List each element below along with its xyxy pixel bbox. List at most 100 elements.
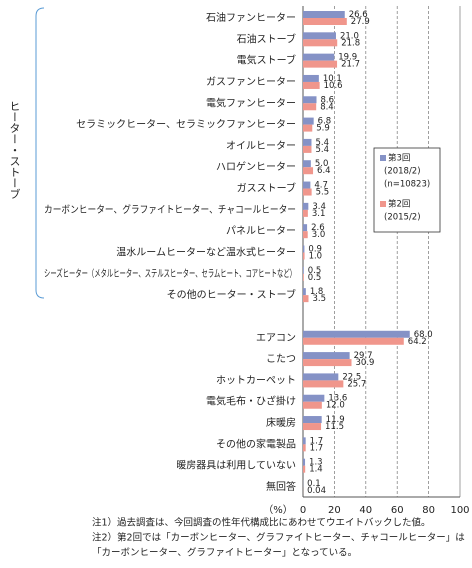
bar bbox=[303, 245, 305, 253]
bar bbox=[303, 266, 304, 274]
value-label: 0.5 bbox=[308, 266, 322, 276]
bar bbox=[303, 96, 317, 104]
x-tick-label: 80 bbox=[422, 505, 435, 516]
bar bbox=[303, 295, 309, 303]
bar bbox=[303, 444, 306, 452]
value-label: 1.7 bbox=[310, 436, 324, 446]
category-label: ホットカーペット bbox=[216, 374, 296, 386]
value-label: 30.9 bbox=[356, 358, 375, 368]
value-label: 3.4 bbox=[312, 202, 326, 212]
category-label: その他のヒーター・ストーブ bbox=[167, 288, 296, 301]
group-bracket bbox=[35, 7, 45, 299]
category-label: ガスファンヒーター bbox=[206, 76, 296, 88]
bar bbox=[303, 60, 338, 68]
bar bbox=[303, 330, 410, 338]
bar bbox=[303, 252, 305, 260]
value-label: 3.0 bbox=[312, 230, 326, 240]
category-label: 電気ファンヒーター bbox=[206, 96, 296, 109]
bar bbox=[303, 53, 335, 61]
category-label: 暖房器具は利用していない bbox=[176, 459, 296, 472]
x-tick-label: 40 bbox=[359, 505, 372, 516]
value-label: 5.5 bbox=[316, 188, 330, 198]
value-label: 11.9 bbox=[326, 415, 345, 425]
value-label: 1.7 bbox=[310, 443, 324, 453]
bar bbox=[303, 117, 314, 125]
value-label: 64.2 bbox=[408, 337, 427, 347]
value-label: 0.04 bbox=[307, 486, 326, 496]
legend-label: (2018/2) bbox=[384, 167, 421, 177]
bar bbox=[303, 124, 313, 132]
value-label: 6.4 bbox=[317, 166, 331, 176]
legend-box bbox=[373, 147, 441, 233]
bar bbox=[303, 39, 338, 47]
legend-label: (n=10823) bbox=[384, 180, 430, 190]
bar bbox=[303, 458, 306, 466]
bar bbox=[303, 416, 322, 424]
bar bbox=[303, 337, 404, 345]
bar bbox=[303, 167, 314, 175]
group-label: ヒーター・ストーブ bbox=[8, 100, 21, 199]
value-label: 29.7 bbox=[354, 351, 373, 361]
legend-label: 第3回 bbox=[388, 153, 410, 164]
value-label: 0.9 bbox=[308, 245, 322, 255]
legend-swatch bbox=[380, 201, 386, 207]
bar bbox=[303, 380, 344, 388]
note: 「カーボンヒーター、グラファイトヒーター」となっている。 bbox=[92, 547, 357, 559]
bar bbox=[303, 394, 325, 402]
category-label: 石油ストーブ bbox=[237, 32, 296, 45]
bar bbox=[303, 209, 308, 217]
value-label: 19.9 bbox=[338, 53, 357, 63]
bar bbox=[303, 103, 317, 111]
category-label: カーボンヒーター、グラファイトヒーター、チャコールヒーター bbox=[44, 203, 296, 216]
bar bbox=[303, 352, 350, 360]
legend-swatch bbox=[380, 155, 386, 161]
category-label: 無回答 bbox=[266, 480, 296, 493]
note: 注1）過去調査は、今回調査の性年代構成比にあわせてウエイトバックした値。 bbox=[92, 517, 431, 529]
category-label: 電気ストーブ bbox=[237, 54, 296, 67]
category-label: オイルヒーター bbox=[226, 140, 296, 152]
bar bbox=[303, 18, 347, 25]
bar bbox=[303, 74, 319, 82]
value-label: 4.7 bbox=[314, 181, 328, 191]
value-label: 0.1 bbox=[307, 479, 321, 489]
value-label: 1.0 bbox=[309, 252, 323, 262]
category-label: ハロゲンヒーター bbox=[216, 161, 296, 173]
category-label: ガスストーブ bbox=[237, 182, 296, 195]
x-tick-label: 100 bbox=[450, 505, 469, 516]
value-label: 10.6 bbox=[324, 81, 343, 91]
category-label: 床暖房 bbox=[266, 416, 296, 429]
value-label: 1.4 bbox=[309, 465, 323, 475]
bar bbox=[303, 437, 306, 445]
bar bbox=[303, 465, 306, 473]
value-label: 22.5 bbox=[342, 372, 361, 382]
value-label: 5.0 bbox=[315, 159, 329, 169]
bar bbox=[303, 401, 322, 409]
bar bbox=[303, 359, 352, 367]
bar bbox=[303, 423, 322, 431]
value-label: 3.5 bbox=[312, 294, 326, 304]
x-tick-label: 0 bbox=[300, 505, 306, 516]
x-tick-label: 60 bbox=[391, 505, 404, 516]
category-label: シーズヒーター（メタルヒーター、ステルスヒーター、セラムヒート、コアヒートなど） bbox=[44, 267, 296, 280]
value-label: 1.8 bbox=[310, 287, 324, 297]
note: 注2）第2回では「カーボンヒーター、グラファイトヒーター、チャコールヒーター」は bbox=[92, 532, 465, 544]
value-label: 5.4 bbox=[315, 138, 329, 148]
category-label: エアコン bbox=[256, 333, 296, 344]
bar bbox=[303, 373, 339, 381]
value-label: 8.4 bbox=[320, 102, 334, 112]
value-label: 21.7 bbox=[341, 60, 360, 70]
value-label: 25.7 bbox=[347, 379, 366, 389]
value-label: 26.6 bbox=[349, 10, 368, 20]
bar bbox=[303, 181, 311, 189]
value-label: 27.9 bbox=[351, 17, 370, 27]
value-label: 6.8 bbox=[318, 117, 332, 127]
value-label: 13.6 bbox=[328, 394, 347, 404]
legend-label: (2015/2) bbox=[384, 213, 421, 223]
x-axis-label: （%） bbox=[263, 504, 293, 516]
value-label: 21.8 bbox=[341, 38, 360, 48]
value-label: 10.1 bbox=[323, 74, 342, 84]
value-label: 1.3 bbox=[309, 458, 323, 468]
value-label: 68.0 bbox=[414, 330, 433, 340]
bar bbox=[303, 145, 312, 153]
